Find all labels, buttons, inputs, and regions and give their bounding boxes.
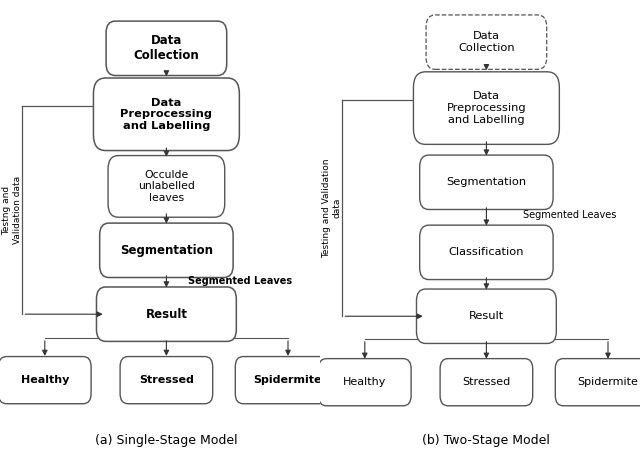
Text: Spidermite: Spidermite bbox=[253, 375, 323, 385]
Text: Stressed: Stressed bbox=[139, 375, 194, 385]
Text: Segmentation: Segmentation bbox=[446, 177, 527, 187]
FancyBboxPatch shape bbox=[106, 21, 227, 76]
FancyBboxPatch shape bbox=[0, 357, 91, 403]
Text: Result: Result bbox=[468, 311, 504, 321]
Text: (a) Single-Stage Model: (a) Single-Stage Model bbox=[95, 434, 237, 447]
Text: Segmented Leaves: Segmented Leaves bbox=[523, 210, 616, 220]
Text: Testing and Validation
data: Testing and Validation data bbox=[323, 158, 342, 258]
FancyBboxPatch shape bbox=[420, 225, 553, 279]
Text: Data
Collection: Data Collection bbox=[134, 34, 199, 62]
Text: Stressed: Stressed bbox=[462, 377, 511, 387]
Text: Result: Result bbox=[145, 308, 188, 321]
FancyBboxPatch shape bbox=[236, 357, 340, 403]
FancyBboxPatch shape bbox=[440, 359, 532, 406]
Text: Segmented Leaves: Segmented Leaves bbox=[188, 276, 292, 286]
FancyBboxPatch shape bbox=[97, 287, 236, 341]
Text: Healthy: Healthy bbox=[20, 375, 69, 385]
Text: Spidermite: Spidermite bbox=[577, 377, 639, 387]
FancyBboxPatch shape bbox=[413, 72, 559, 144]
FancyBboxPatch shape bbox=[556, 359, 640, 406]
Text: Data
Preprocessing
and Labelling: Data Preprocessing and Labelling bbox=[447, 92, 526, 125]
FancyBboxPatch shape bbox=[426, 15, 547, 69]
FancyBboxPatch shape bbox=[420, 155, 553, 209]
Text: Testng and
Validation data: Testng and Validation data bbox=[3, 176, 22, 244]
FancyBboxPatch shape bbox=[319, 359, 411, 406]
Text: Segmentation: Segmentation bbox=[120, 244, 213, 257]
FancyBboxPatch shape bbox=[100, 223, 233, 278]
FancyBboxPatch shape bbox=[93, 78, 239, 151]
Text: Data
Preprocessing
and Labelling: Data Preprocessing and Labelling bbox=[120, 98, 212, 131]
FancyBboxPatch shape bbox=[108, 156, 225, 217]
Text: Healthy: Healthy bbox=[343, 377, 387, 387]
Text: (b) Two-Stage Model: (b) Two-Stage Model bbox=[422, 434, 550, 447]
Text: Occulde
unlabelled
leaves: Occulde unlabelled leaves bbox=[138, 170, 195, 203]
Text: Classification: Classification bbox=[449, 247, 524, 257]
Text: Data
Collection: Data Collection bbox=[458, 31, 515, 53]
FancyBboxPatch shape bbox=[417, 289, 556, 344]
FancyBboxPatch shape bbox=[120, 357, 212, 403]
